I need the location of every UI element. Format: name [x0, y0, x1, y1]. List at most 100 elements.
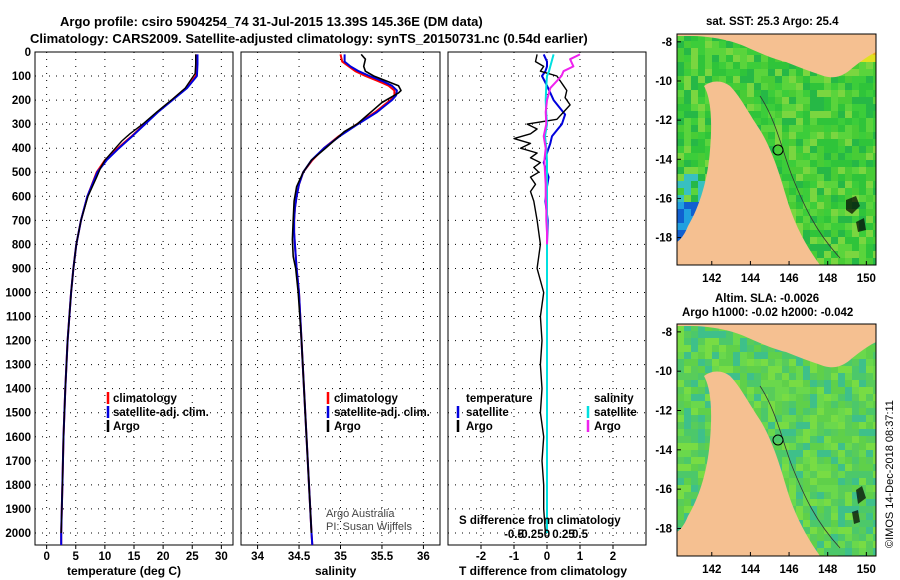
map-pixel	[845, 118, 852, 125]
map-pixel	[796, 373, 803, 380]
map-pixel	[859, 125, 866, 132]
map-pixel	[761, 62, 768, 69]
map-pixel	[677, 450, 684, 457]
map-pixel	[803, 422, 810, 429]
map-pixel	[852, 408, 859, 415]
map-pixel	[782, 387, 789, 394]
map-pixel	[838, 160, 845, 167]
map-pixel	[824, 534, 831, 541]
map-pixel	[691, 90, 698, 97]
map-pixel	[705, 324, 712, 331]
map-pixel	[810, 160, 817, 167]
map-pixel	[845, 174, 852, 181]
map-pixel	[705, 139, 712, 146]
map-pixel	[747, 373, 754, 380]
map-pixel	[691, 429, 698, 436]
map-pixel	[852, 181, 859, 188]
map-pixel	[845, 429, 852, 436]
map-pixel	[740, 48, 747, 55]
sla-shelf-contour	[759, 385, 841, 549]
map-pixel	[726, 359, 733, 366]
map-pixel	[775, 352, 782, 359]
map-x-tick-label: 150	[857, 564, 876, 576]
map-pixel	[859, 90, 866, 97]
map-pixel	[684, 429, 691, 436]
map-pixel	[796, 408, 803, 415]
map-pixel	[838, 387, 845, 394]
map-pixel	[831, 429, 838, 436]
map-pixel	[747, 48, 754, 55]
difference-legend-salinity: salinity satellite Argo	[586, 393, 637, 433]
map-pixel	[754, 62, 761, 69]
sla-map-frame	[676, 323, 877, 557]
map-pixel	[761, 90, 768, 97]
map-pixel	[824, 408, 831, 415]
map-pixel	[782, 83, 789, 90]
map-pixel	[775, 401, 782, 408]
map-pixel	[873, 380, 876, 387]
x-tick-label: 1	[577, 551, 584, 563]
map-pixel	[845, 359, 852, 366]
map-pixel	[782, 415, 789, 422]
map-pixel	[712, 345, 719, 352]
sla-map-title-line-1: Altim. SLA: -0.0026	[715, 293, 819, 305]
map-pixel	[845, 69, 852, 76]
map-pixel	[761, 359, 768, 366]
map-pixel	[810, 520, 817, 527]
legend-argo-label: Argo	[334, 421, 361, 433]
map-pixel	[691, 167, 698, 174]
map-pixel	[838, 450, 845, 457]
map-pixel	[782, 188, 789, 195]
map-pixel	[698, 34, 705, 41]
map-pixel	[684, 408, 691, 415]
map-pixel	[754, 394, 761, 401]
map-pixel	[677, 373, 684, 380]
map-pixel	[838, 76, 845, 83]
map-pixel	[789, 436, 796, 443]
map-pixel	[796, 209, 803, 216]
map-pixel	[859, 83, 866, 90]
depth-tick-label: 1900	[5, 504, 31, 516]
map-pixel	[845, 478, 852, 485]
map-pixel	[768, 436, 775, 443]
map-pixel	[754, 111, 761, 118]
legend-satellite-label: satellite-adj. clim.	[334, 407, 430, 419]
map-pixel	[831, 111, 838, 118]
map-pixel	[831, 251, 838, 258]
map-pixel	[831, 415, 838, 422]
map-pixel	[838, 408, 845, 415]
map-pixel	[838, 534, 845, 541]
map-pixel	[775, 359, 782, 366]
map-pixel	[733, 48, 740, 55]
map-pixel	[817, 422, 824, 429]
map-pixel	[733, 366, 740, 373]
map-pixel	[838, 97, 845, 104]
map-pixel	[698, 62, 705, 69]
map-pixel	[796, 457, 803, 464]
map-pixel	[684, 167, 691, 174]
map-pixel	[789, 118, 796, 125]
map-pixel	[803, 90, 810, 97]
map-pixel	[873, 527, 876, 534]
map-y-tick-label: -14	[655, 154, 672, 166]
map-pixel	[768, 366, 775, 373]
map-pixel	[677, 387, 684, 394]
map-pixel	[859, 380, 866, 387]
map-pixel	[852, 97, 859, 104]
map-pixel	[831, 202, 838, 209]
map-pixel	[866, 153, 873, 160]
map-pixel	[698, 76, 705, 83]
map-x-tick-label: 142	[702, 564, 721, 576]
map-pixel	[747, 76, 754, 83]
map-pixel	[852, 380, 859, 387]
map-pixel	[810, 541, 817, 548]
map-pixel	[691, 338, 698, 345]
map-pixel	[873, 251, 876, 258]
map-pixel	[810, 422, 817, 429]
map-pixel	[838, 373, 845, 380]
map-pixel	[824, 251, 831, 258]
map-pixel	[691, 125, 698, 132]
depth-tick-label: 1800	[5, 480, 31, 492]
map-pixel	[810, 104, 817, 111]
map-pixel	[684, 422, 691, 429]
